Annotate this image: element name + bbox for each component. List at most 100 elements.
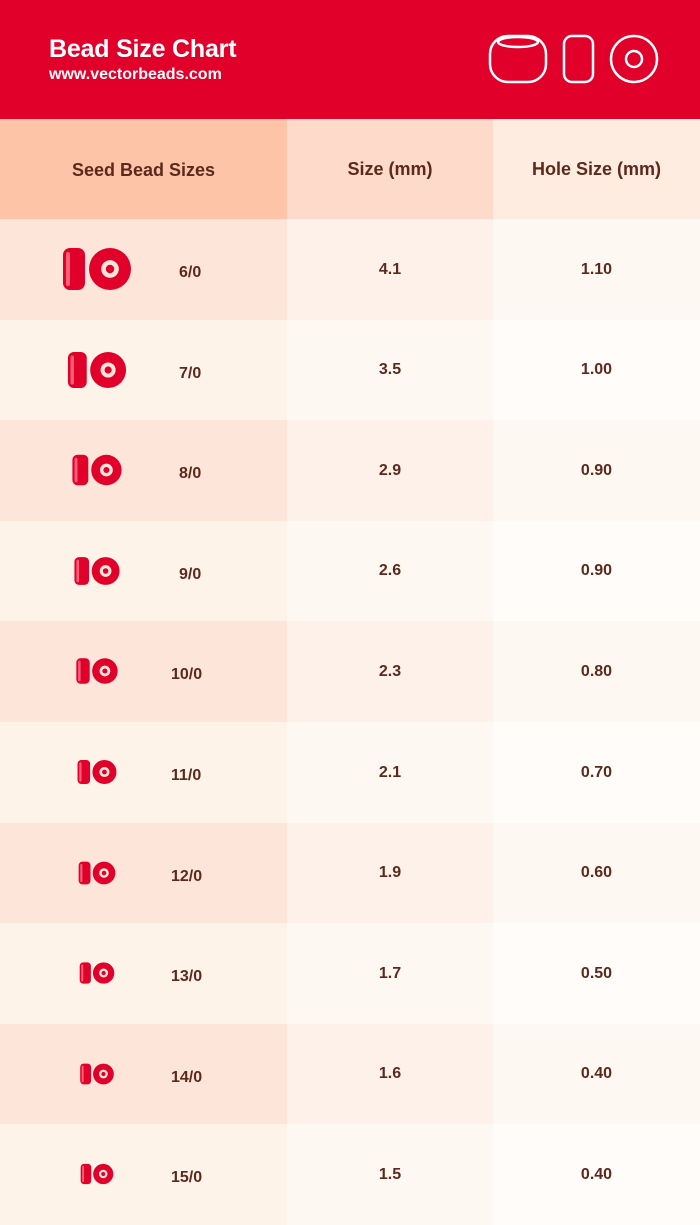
bead-side-highlight xyxy=(76,559,80,583)
bead-profile-icon xyxy=(562,34,595,84)
size-mm-value: 2.9 xyxy=(378,461,402,479)
header-icons xyxy=(488,34,659,84)
size-mm-value: 1.9 xyxy=(378,864,402,882)
size-mm-value: 2.1 xyxy=(378,763,402,781)
bead-ring-inner xyxy=(101,971,106,976)
bead-side-view-icon xyxy=(488,34,548,84)
hole-size-cell: 0.40 xyxy=(493,1023,700,1125)
bead-side-highlight xyxy=(78,661,81,682)
table-row: 15/0 1.5 0.40 xyxy=(0,1124,700,1225)
bead-size-label: 13/0 xyxy=(171,968,203,986)
bead-side-highlight xyxy=(74,457,78,483)
bead-size-label: 10/0 xyxy=(171,666,203,684)
size-mm-value: 3.5 xyxy=(378,361,402,379)
bead-icon-15-0 xyxy=(80,1164,114,1185)
header-cell-seed-bead-sizes: Seed Bead Sizes xyxy=(0,119,287,219)
column-header-seed-bead-sizes: Seed Bead Sizes xyxy=(71,159,216,180)
bead-icon-9-0 xyxy=(74,556,120,585)
table-row: 12/0 1.9 0.60 xyxy=(0,822,700,924)
bead-ring-inner xyxy=(101,1071,106,1076)
bead-size-label: 14/0 xyxy=(171,1068,203,1086)
bead-ring-inner xyxy=(102,769,107,775)
website-link[interactable]: www.vectorbeads.com xyxy=(49,66,222,83)
table-row: 7/0 3.5 1.00 xyxy=(0,319,700,421)
hole-size-cell: 1.10 xyxy=(493,219,700,320)
size-mm-cell: 2.3 xyxy=(287,621,493,723)
size-mm-cell: 1.5 xyxy=(287,1124,493,1225)
hole-size-cell: 0.60 xyxy=(493,822,700,924)
hole-size-value: 0.90 xyxy=(580,562,613,580)
bead-size-label: 12/0 xyxy=(171,867,203,885)
bead-size-table: Seed Bead Sizes Size (mm) Hole Size (mm)… xyxy=(0,119,700,1225)
hole-size-value: 0.70 xyxy=(580,763,613,781)
size-mm-cell: 1.7 xyxy=(287,923,493,1025)
size-mm-value: 1.5 xyxy=(378,1165,402,1183)
bead-side-highlight xyxy=(81,964,84,982)
hole-size-value: 0.80 xyxy=(580,662,613,680)
bead-size-cell: 14/0 xyxy=(0,1023,287,1125)
bead-ring-inner xyxy=(101,1172,106,1177)
hole-size-value: 0.40 xyxy=(580,1065,613,1083)
bead-size-label: 6/0 xyxy=(179,264,202,281)
bead-size-cell: 12/0 xyxy=(0,822,287,924)
bead-icon-12-0 xyxy=(78,861,116,884)
bead-ring-inner xyxy=(102,568,109,574)
bead-ring-inner xyxy=(105,264,115,274)
bead-side-highlight xyxy=(81,1065,84,1083)
table-row: 8/0 2.9 0.90 xyxy=(0,420,700,522)
bead-size-label: 11/0 xyxy=(171,767,202,784)
hole-size-value: 0.60 xyxy=(580,864,613,882)
hole-size-value: 1.10 xyxy=(580,260,613,278)
bead-icon-14-0 xyxy=(80,1063,114,1085)
bead-icon-6-0 xyxy=(63,248,131,290)
hole-size-cell: 0.50 xyxy=(493,923,700,1025)
bead-size-cell: 6/0 xyxy=(0,219,287,320)
hole-size-cell: 0.90 xyxy=(493,420,700,522)
hole-size-value: 0.50 xyxy=(580,964,613,982)
table-row: 11/0 2.1 0.70 xyxy=(0,722,700,823)
size-mm-cell: 4.1 xyxy=(287,219,493,320)
size-mm-value: 1.6 xyxy=(378,1065,402,1083)
bead-icon-7-0 xyxy=(67,351,127,388)
hole-size-cell: 0.70 xyxy=(493,722,700,823)
bead-ring-inner xyxy=(103,467,110,474)
size-mm-cell: 3.5 xyxy=(287,319,493,421)
header-cell-hole-size: Hole Size (mm) xyxy=(493,119,700,219)
hole-size-cell: 0.90 xyxy=(493,520,700,622)
size-mm-value: 2.6 xyxy=(378,562,402,580)
page-title: Bead Size Chart xyxy=(49,35,237,63)
bead-size-cell: 7/0 xyxy=(0,319,287,421)
column-header-size-mm: Size (mm) xyxy=(347,158,433,179)
bead-side-highlight xyxy=(80,863,83,882)
bead-size-label: 9/0 xyxy=(179,565,202,583)
bead-size-cell: 8/0 xyxy=(0,420,287,522)
hole-size-cell: 1.00 xyxy=(493,319,700,421)
bead-size-cell: 11/0 xyxy=(0,722,287,823)
bead-size-cell: 10/0 xyxy=(0,621,287,723)
bead-side-highlight xyxy=(79,762,82,782)
bead-icon-13-0 xyxy=(79,962,115,984)
bead-size-label: 8/0 xyxy=(179,465,202,483)
bead-side-highlight xyxy=(70,355,74,385)
hole-size-cell: 0.80 xyxy=(493,621,700,723)
bead-icon-11-0 xyxy=(77,759,117,785)
hole-size-value: 0.40 xyxy=(580,1165,613,1183)
bead-ring-inner xyxy=(101,870,107,875)
header-cell-size: Size (mm) xyxy=(287,119,493,219)
bead-side-highlight xyxy=(66,252,70,286)
bead-size-cell: 15/0 xyxy=(0,1124,287,1225)
size-mm-cell: 1.9 xyxy=(287,822,493,924)
bead-size-label: 15/0 xyxy=(171,1169,203,1187)
size-mm-cell: 1.6 xyxy=(287,1023,493,1125)
size-mm-cell: 2.9 xyxy=(287,420,493,522)
table-row: 10/0 2.3 0.80 xyxy=(0,621,700,723)
table-header-row: Seed Bead Sizes Size (mm) Hole Size (mm) xyxy=(0,119,700,219)
bead-size-label: 7/0 xyxy=(179,364,202,382)
bead-icon-8-0 xyxy=(72,454,122,486)
size-mm-value: 2.3 xyxy=(378,662,402,680)
bead-size-cell: 13/0 xyxy=(0,923,287,1025)
hole-size-value: 1.00 xyxy=(580,361,613,379)
size-mm-value: 4.1 xyxy=(378,260,402,278)
bead-ring-inner xyxy=(102,668,108,674)
